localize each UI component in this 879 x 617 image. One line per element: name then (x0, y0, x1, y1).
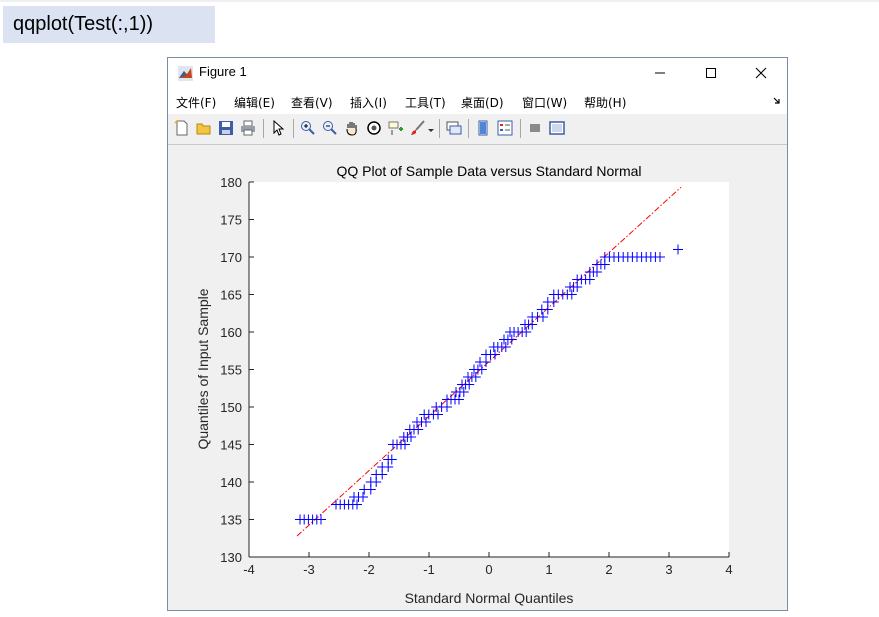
data-point (464, 379, 475, 390)
brush-icon[interactable] (410, 120, 426, 136)
print-icon[interactable] (240, 120, 256, 136)
maximize-button[interactable] (688, 58, 734, 88)
x-tick-label: 0 (485, 562, 492, 577)
data-point (454, 394, 464, 405)
menu-view[interactable]: 查看(V) (291, 96, 333, 110)
y-tick-label: 160 (220, 325, 242, 340)
chart-title: QQ Plot of Sample Data versus Standard N… (336, 163, 641, 179)
x-tick-label: -3 (303, 562, 315, 577)
toolbar-separator (293, 119, 294, 138)
menu-bar: 文件(F) 编辑(E) 查看(V) 插入(I) 工具(T) 桌面(D) 窗口(W… (168, 88, 787, 114)
menu-tools[interactable]: 工具(T) (405, 96, 446, 110)
zoom-out-icon[interactable] (322, 120, 338, 136)
top-divider (0, 0, 879, 2)
toolbar-separator (439, 119, 440, 138)
x-tick-label: -1 (423, 562, 435, 577)
rotate-3d-icon[interactable] (366, 120, 382, 136)
toolbar-separator (263, 119, 264, 138)
pointer-icon[interactable] (270, 120, 286, 136)
command-text: qqplot(Test(:,1)) (3, 6, 215, 43)
data-point (413, 424, 424, 435)
minimize-button[interactable] (637, 58, 683, 88)
x-tick-label: -2 (363, 562, 375, 577)
close-button[interactable] (738, 58, 784, 88)
data-point (400, 439, 410, 450)
x-tick-label: 3 (665, 562, 672, 577)
data-point (358, 492, 368, 502)
data-point (490, 349, 500, 360)
link-plot-icon[interactable] (446, 120, 462, 136)
y-tick-label: 155 (220, 363, 242, 378)
toolbar (168, 114, 787, 145)
data-points (295, 244, 683, 525)
data-point (386, 454, 397, 465)
new-figure-icon[interactable] (174, 120, 190, 136)
data-point (470, 372, 481, 382)
menu-edit[interactable]: 编辑(E) (234, 96, 275, 110)
y-axis-label: Quantiles of Input Sample (195, 288, 211, 449)
menu-window[interactable]: 窗口(W) (522, 96, 568, 110)
pan-hand-icon[interactable] (344, 120, 360, 136)
y-tick-label: 165 (220, 288, 242, 303)
brush-dropdown-icon[interactable] (427, 120, 435, 136)
y-tick-label: 180 (220, 175, 242, 190)
reference-line-group (296, 186, 682, 537)
data-point (433, 409, 443, 420)
x-tick-label: -4 (243, 562, 255, 577)
data-point (673, 244, 683, 255)
show-plot-tools-icon[interactable] (549, 120, 565, 136)
y-tick-label: 175 (220, 213, 242, 228)
zoom-in-icon[interactable] (300, 120, 316, 136)
qq-plot[interactable]: QQ Plot of Sample Data versus Standard N… (168, 145, 787, 610)
toolbar-separator (468, 119, 469, 138)
figure-window: Figure 1 文件(F) 编辑(E) 查看(V) 插入(I) 工具(T) 桌… (167, 57, 788, 611)
data-point (458, 387, 469, 397)
data-point (421, 417, 431, 427)
matlab-icon (178, 66, 193, 81)
data-point (506, 334, 517, 345)
menu-help[interactable]: 帮助(H) (584, 96, 627, 110)
menu-file[interactable]: 文件(F) (176, 96, 217, 110)
close-icon (755, 67, 767, 79)
title-bar[interactable]: Figure 1 (168, 58, 787, 88)
x-tick-label: 4 (725, 562, 732, 577)
open-file-icon[interactable] (196, 120, 212, 136)
legend-icon[interactable] (497, 120, 513, 136)
menu-desktop[interactable]: 桌面(D) (461, 96, 504, 110)
data-point (476, 364, 487, 375)
data-point (500, 342, 511, 352)
data-cursor-icon[interactable] (388, 120, 404, 136)
x-axis-label: Standard Normal Quantiles (405, 590, 574, 606)
y-tick-label: 130 (220, 550, 242, 565)
save-icon[interactable] (218, 120, 234, 136)
data-point (566, 289, 577, 300)
data-point (352, 499, 362, 510)
data-point (316, 514, 326, 525)
maximize-icon (706, 68, 716, 78)
y-tick-label: 140 (220, 475, 242, 490)
axes-background (249, 182, 729, 557)
colorbar-icon[interactable] (475, 120, 491, 136)
x-tick-label: 1 (545, 562, 552, 577)
dock-arrow-icon[interactable] (773, 97, 781, 105)
y-tick-label: 145 (220, 438, 242, 453)
y-tick-label: 170 (220, 250, 242, 265)
y-tick-label: 135 (220, 513, 242, 528)
hide-plot-tools-icon[interactable] (527, 120, 543, 136)
plot-area: QQ Plot of Sample Data versus Standard N… (168, 145, 787, 610)
minimize-icon (655, 72, 665, 74)
axes: -4 -3 -2 -1 0 1 2 3 4 130 135 140 145 150 155 160 165 170… (220, 175, 732, 577)
menu-insert[interactable]: 插入(I) (350, 96, 387, 110)
data-point (655, 252, 665, 262)
x-tick-label: 2 (605, 562, 612, 577)
y-tick-label: 150 (220, 400, 242, 415)
data-point (521, 327, 532, 337)
data-point (406, 432, 416, 442)
reference-line (296, 186, 682, 537)
data-point (538, 312, 548, 322)
toolbar-separator (520, 119, 521, 138)
window-title: Figure 1 (199, 64, 247, 79)
